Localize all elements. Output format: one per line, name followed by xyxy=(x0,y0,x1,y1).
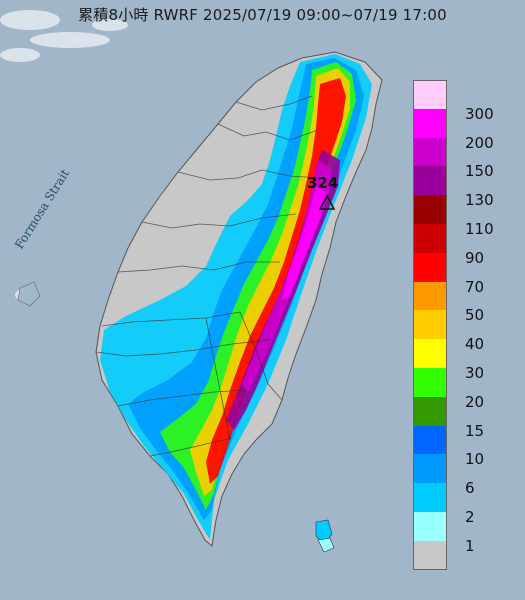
legend-swatch xyxy=(413,137,447,167)
legend-swatch xyxy=(413,252,447,282)
legend-row: 6 xyxy=(413,454,513,497)
legend-swatch xyxy=(413,80,447,109)
legend-row: 20 xyxy=(413,368,513,411)
legend-row: 10 xyxy=(413,425,513,468)
legend-label: 20 xyxy=(465,392,485,411)
county-boundaries xyxy=(95,95,321,457)
legend-label: 150 xyxy=(465,162,494,181)
map-title: 累積8小時 RWRF 2025/07/19 09:00~07/19 17:00 xyxy=(78,6,447,24)
legend-swatch xyxy=(413,166,447,196)
legend-label: 10 xyxy=(465,450,485,469)
max-value-label: 324 xyxy=(307,174,339,192)
legend-swatch xyxy=(413,339,447,368)
legend-label: 2 xyxy=(465,507,475,526)
legend-label: 6 xyxy=(465,479,475,498)
legend-row: 40 xyxy=(413,310,513,353)
legend-swatch xyxy=(413,224,447,253)
legend-label: 70 xyxy=(465,277,485,296)
legend-row: 150 xyxy=(413,137,513,180)
legend-row: 70 xyxy=(413,252,513,296)
orchid-island xyxy=(317,537,335,553)
legend-label: 1 xyxy=(465,536,475,555)
legend-row: 90 xyxy=(413,224,513,267)
legend-label: 300 xyxy=(465,104,494,123)
legend-swatch xyxy=(413,281,447,311)
legend-swatch xyxy=(413,368,447,397)
legend-row: 200 xyxy=(413,108,513,152)
legend-swatch xyxy=(413,540,447,570)
legend-label: 40 xyxy=(465,335,485,354)
rainfall-legend: 300 200 150 130 110 90 70 50 40 30 20 15 10 6 2 1 xyxy=(413,80,513,570)
legend-row: 1 xyxy=(413,512,513,555)
legend-label: 200 xyxy=(465,133,494,152)
legend-swatch xyxy=(413,454,447,484)
legend-row: 50 xyxy=(413,281,513,324)
legend-label: 50 xyxy=(465,306,485,325)
legend-row: 30 xyxy=(413,339,513,382)
legend-row: 2 xyxy=(413,483,513,526)
legend-swatch xyxy=(413,310,447,340)
rain-200mm xyxy=(282,186,326,300)
legend-row: 15 xyxy=(413,396,513,440)
legend-swatch xyxy=(413,195,447,224)
legend-row: 130 xyxy=(413,166,513,209)
legend-label: 15 xyxy=(465,421,485,440)
legend-label: 110 xyxy=(465,219,494,238)
legend-row xyxy=(413,540,513,570)
legend-swatch xyxy=(413,108,447,138)
legend-label: 90 xyxy=(465,248,485,267)
legend-swatch xyxy=(413,425,447,455)
legend-label: 130 xyxy=(465,191,494,210)
legend-swatch xyxy=(413,512,447,541)
legend-label: 30 xyxy=(465,363,485,382)
penghu-islands xyxy=(17,281,41,307)
legend-row: 110 xyxy=(413,195,513,238)
legend-swatch xyxy=(413,396,447,426)
max-value-triangle-icon xyxy=(318,194,336,210)
legend-swatch xyxy=(413,483,447,512)
legend-row: 300 xyxy=(413,80,513,123)
rain-70-90mm xyxy=(206,78,346,484)
